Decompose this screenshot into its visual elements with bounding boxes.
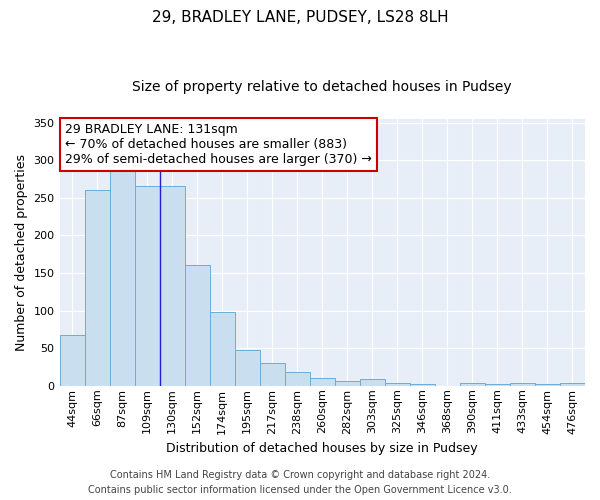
X-axis label: Distribution of detached houses by size in Pudsey: Distribution of detached houses by size … — [166, 442, 478, 455]
Bar — [360, 379, 385, 386]
Bar — [385, 383, 410, 386]
Title: Size of property relative to detached houses in Pudsey: Size of property relative to detached ho… — [133, 80, 512, 94]
Bar — [59, 334, 85, 386]
Bar — [310, 378, 335, 386]
Bar — [510, 383, 535, 386]
Bar — [209, 312, 235, 386]
Bar — [485, 384, 510, 386]
Bar — [260, 363, 285, 386]
Text: Contains HM Land Registry data © Crown copyright and database right 2024.
Contai: Contains HM Land Registry data © Crown c… — [88, 470, 512, 495]
Bar — [185, 266, 209, 386]
Text: 29 BRADLEY LANE: 131sqm
← 70% of detached houses are smaller (883)
29% of semi-d: 29 BRADLEY LANE: 131sqm ← 70% of detache… — [65, 123, 371, 166]
Bar — [560, 383, 585, 386]
Bar — [235, 350, 260, 386]
Bar — [410, 384, 435, 386]
Bar — [285, 372, 310, 386]
Text: 29, BRADLEY LANE, PUDSEY, LS28 8LH: 29, BRADLEY LANE, PUDSEY, LS28 8LH — [152, 10, 448, 25]
Bar — [460, 383, 485, 386]
Bar — [85, 190, 110, 386]
Bar — [160, 186, 185, 386]
Bar — [335, 382, 360, 386]
Bar — [110, 164, 134, 386]
Bar — [535, 384, 560, 386]
Y-axis label: Number of detached properties: Number of detached properties — [15, 154, 28, 351]
Bar — [134, 186, 160, 386]
